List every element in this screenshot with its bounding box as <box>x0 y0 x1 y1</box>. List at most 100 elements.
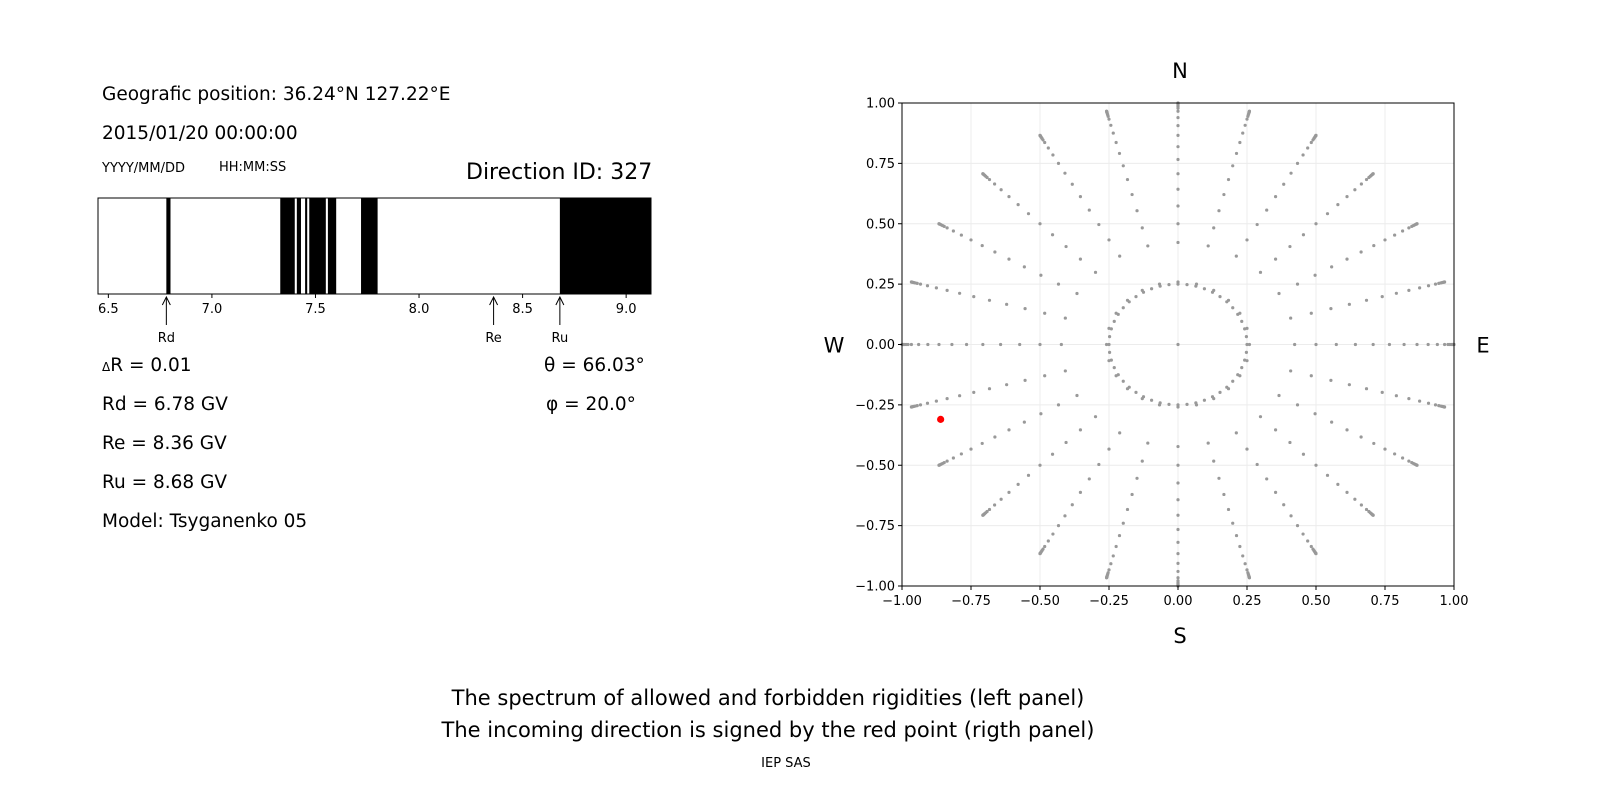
direction-point <box>1295 161 1300 165</box>
direction-point <box>1359 435 1363 439</box>
forbidden-band <box>296 198 301 294</box>
direction-point <box>1415 463 1419 467</box>
direction-point <box>1167 283 1171 287</box>
direction-point <box>980 243 984 248</box>
direction-point <box>1135 209 1139 213</box>
direction-point <box>1359 182 1363 186</box>
direction-point <box>1007 257 1011 261</box>
direction-point <box>1225 385 1229 389</box>
direction-point <box>1107 238 1111 242</box>
direction-point <box>1107 568 1111 572</box>
direction-point <box>1005 383 1009 387</box>
direction-point <box>1167 402 1171 406</box>
direction-point <box>934 399 938 403</box>
direction-point <box>950 342 954 347</box>
direction-point <box>1218 390 1222 394</box>
direction-point <box>1121 164 1125 168</box>
direction-point <box>1394 291 1398 295</box>
direction-point <box>1176 157 1180 162</box>
direction-point <box>1176 282 1180 286</box>
direction-point <box>1078 195 1083 199</box>
x-tick-label: 7.0 <box>202 302 223 317</box>
direction-point <box>1107 447 1111 451</box>
direction-point <box>1295 524 1300 528</box>
direction-point <box>1383 238 1387 242</box>
direction-point <box>1158 401 1162 405</box>
direction-point <box>959 233 963 237</box>
direction-point <box>1212 459 1216 463</box>
direction-point <box>1273 195 1278 199</box>
compass-west: W <box>824 334 845 358</box>
direction-point <box>1107 117 1111 121</box>
direction-point <box>1231 379 1235 383</box>
direction-point <box>1043 311 1047 315</box>
direction-point <box>1247 342 1252 347</box>
delta-symbol: Δ <box>102 360 111 374</box>
direction-point <box>1364 507 1369 512</box>
direction-point <box>1087 208 1091 212</box>
direction-point <box>1112 366 1116 370</box>
y-tick-label: 0.50 <box>866 217 895 232</box>
direction-id: Direction ID: 327 <box>466 160 653 185</box>
direction-point <box>1393 452 1397 456</box>
direction-point <box>1309 544 1313 549</box>
direction-point <box>981 513 985 517</box>
direction-point <box>1093 270 1098 274</box>
direction-point <box>1295 282 1300 286</box>
direction-point <box>1243 123 1247 127</box>
direction-point <box>1234 431 1238 435</box>
direction-point <box>1306 539 1310 543</box>
direction-point <box>1075 291 1079 296</box>
direction-point <box>1038 552 1042 556</box>
direction-point <box>1176 133 1180 137</box>
x-tick-label: 0.00 <box>1164 594 1193 609</box>
direction-point <box>1289 514 1293 518</box>
direction-point <box>1330 420 1334 424</box>
direction-point <box>1225 300 1229 304</box>
direction-point <box>1043 374 1047 378</box>
direction-point <box>1176 569 1180 574</box>
direction-point <box>1313 412 1317 416</box>
direction-point <box>1176 124 1180 128</box>
direction-point <box>1245 117 1249 121</box>
direction-point <box>1309 140 1313 145</box>
direction-point <box>1277 393 1281 398</box>
direction-point <box>980 441 984 446</box>
direction-point <box>993 435 997 439</box>
direction-point <box>999 497 1003 501</box>
direction-point <box>1442 405 1447 409</box>
phi-value: φ = 20.0° <box>546 394 636 415</box>
direction-point <box>1121 306 1125 310</box>
direction-point <box>1039 273 1043 277</box>
direction-point <box>1185 283 1189 287</box>
marker-label-re: Re <box>485 331 501 346</box>
direction-point <box>1210 290 1215 294</box>
direction-point <box>1387 342 1392 347</box>
direction-point <box>1134 390 1138 394</box>
direction-point <box>998 342 1003 347</box>
direction-point <box>1407 288 1411 292</box>
direction-point <box>999 188 1003 192</box>
direction-point <box>959 452 963 456</box>
direction-point <box>1059 342 1063 347</box>
direction-point <box>1238 544 1242 549</box>
direction-point <box>1118 431 1122 435</box>
direction-point <box>1104 342 1109 347</box>
direction-point <box>1176 109 1180 113</box>
direction-point <box>1016 482 1020 486</box>
direction-point <box>1301 452 1306 456</box>
direction-point <box>1402 342 1406 347</box>
direction-point <box>1426 342 1430 347</box>
direction-point <box>1121 521 1125 525</box>
direction-point <box>1238 140 1242 145</box>
direction-point <box>1109 327 1113 331</box>
direction-point <box>1371 172 1375 176</box>
direction-point <box>1218 295 1222 299</box>
delta-r-text: R = 0.01 <box>110 355 192 376</box>
direction-point <box>1301 233 1306 237</box>
direction-point <box>1442 342 1447 347</box>
compass-north: N <box>1172 59 1188 83</box>
compass-east: E <box>1476 334 1489 358</box>
direction-point <box>1026 473 1031 477</box>
direction-point <box>1038 133 1042 137</box>
